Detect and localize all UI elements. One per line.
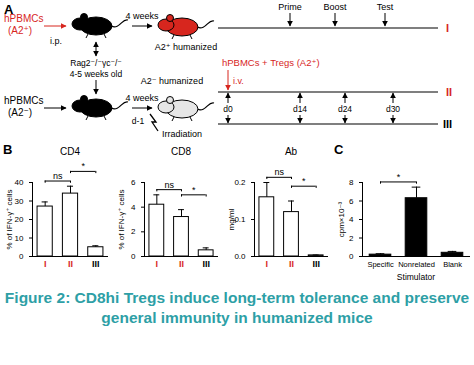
svg-text:Prime: Prime <box>278 2 302 12</box>
svg-text:2: 2 <box>349 234 354 243</box>
svg-text:d14: d14 <box>293 104 307 114</box>
svg-text:30: 30 <box>15 197 24 206</box>
svg-text:*: * <box>81 161 85 171</box>
svg-text:hPBMCs: hPBMCs <box>4 95 43 106</box>
svg-text:Irradiation: Irradiation <box>162 129 202 139</box>
svg-text:8: 8 <box>349 178 354 187</box>
svg-text:hPBMCs + Tregs (A2⁺): hPBMCs + Tregs (A2⁺) <box>222 57 320 68</box>
svg-text:II: II <box>289 259 294 269</box>
svg-text:i.p.: i.p. <box>50 36 62 46</box>
svg-text:III: III <box>202 259 210 269</box>
html-text:CD8: CD8 <box>171 146 191 157</box>
svg-text:(A2⁺): (A2⁺) <box>8 25 32 36</box>
svg-text:d0: d0 <box>223 104 233 114</box>
svg-text:0: 0 <box>349 252 354 261</box>
svg-text:10: 10 <box>15 234 24 243</box>
svg-text:ns: ns <box>274 167 284 177</box>
svg-text:% of IFN-γ⁺ cells: % of IFN-γ⁺ cells <box>5 189 14 249</box>
svg-text:III: III <box>443 118 452 130</box>
svg-text:cpm×10⁻³: cpm×10⁻³ <box>337 201 346 237</box>
svg-text:0.1: 0.1 <box>234 215 246 225</box>
svg-text:Blank: Blank <box>443 260 462 269</box>
svg-text:A: A <box>4 2 14 17</box>
html-text:Ab: Ab <box>284 146 298 157</box>
svg-text:0.2: 0.2 <box>234 178 246 187</box>
svg-text:(A2⁻): (A2⁻) <box>8 107 32 118</box>
svg-text:Specific: Specific <box>367 260 394 269</box>
svg-text:I: I <box>446 22 449 34</box>
svg-text:mg/ml: mg/ml <box>227 208 236 230</box>
svg-text:A2⁺ humanized: A2⁺ humanized <box>155 42 217 52</box>
svg-text:I: I <box>156 259 159 269</box>
html-text:CD4: CD4 <box>60 146 80 157</box>
svg-text:0: 0 <box>19 252 24 261</box>
svg-text:0: 0 <box>131 252 136 261</box>
svg-text:20: 20 <box>15 215 24 224</box>
svg-text:4-5 weeks old: 4-5 weeks old <box>70 69 123 79</box>
svg-text:Test: Test <box>377 2 394 12</box>
svg-text:d24: d24 <box>338 104 352 114</box>
svg-text:I: I <box>266 259 269 269</box>
svg-text:4: 4 <box>131 203 136 212</box>
svg-text:2: 2 <box>131 227 136 236</box>
svg-text:I: I <box>44 259 47 269</box>
svg-text:hPBMCs: hPBMCs <box>4 13 43 24</box>
svg-text:II: II <box>179 259 184 269</box>
svg-text:II: II <box>446 86 452 98</box>
svg-text:i.v.: i.v. <box>233 76 244 86</box>
svg-text:Boost: Boost <box>323 2 347 12</box>
svg-text:*: * <box>302 176 306 186</box>
svg-text:0.0: 0.0 <box>234 252 246 261</box>
svg-text:40: 40 <box>15 178 24 187</box>
svg-text:*: * <box>397 172 401 182</box>
svg-text:*: * <box>192 185 196 195</box>
svg-text:III: III <box>92 259 100 269</box>
svg-text:A2⁻ humanized: A2⁻ humanized <box>141 76 203 86</box>
svg-text:6: 6 <box>349 197 354 206</box>
svg-text:ns: ns <box>53 171 63 181</box>
svg-text:Rag2⁻/⁻γc⁻/⁻: Rag2⁻/⁻γc⁻/⁻ <box>70 58 122 68</box>
html-text:Stimulator: Stimulator <box>396 272 436 282</box>
svg-text:II: II <box>68 259 73 269</box>
svg-text:4 weeks: 4 weeks <box>125 11 159 21</box>
html-text:Figure 2: CD8hi Tregs induce l: Figure 2: CD8hi Tregs induce long-term t… <box>4 289 470 326</box>
svg-text:4 weeks: 4 weeks <box>125 93 159 103</box>
html-text:B: B <box>3 142 13 157</box>
html-text:C: C <box>334 142 344 157</box>
svg-text:Nonrelated: Nonrelated <box>398 260 435 269</box>
svg-text:6: 6 <box>131 178 136 187</box>
svg-text:% of IFN-γ⁺ cells: % of IFN-γ⁺ cells <box>117 189 126 249</box>
svg-text:III: III <box>312 259 320 269</box>
svg-text:ns: ns <box>164 180 174 190</box>
svg-text:4: 4 <box>349 215 354 224</box>
svg-text:d30: d30 <box>386 104 400 114</box>
svg-text:d-1: d-1 <box>132 116 145 126</box>
